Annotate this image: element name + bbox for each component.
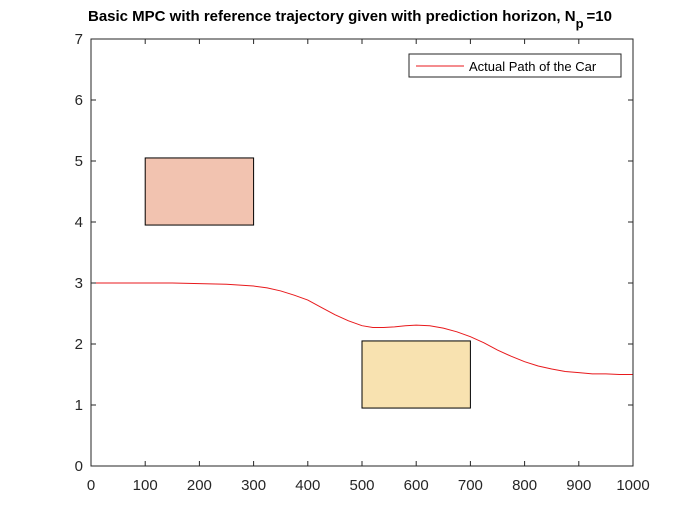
- legend-label: Actual Path of the Car: [469, 59, 597, 74]
- x-tick-label: 0: [87, 477, 95, 494]
- y-tick-label: 2: [75, 336, 83, 353]
- obstacles-layer: [144, 157, 471, 409]
- x-tick-label: 600: [404, 477, 429, 494]
- series-line-1: [91, 282, 633, 375]
- y-tick-label: 3: [75, 275, 83, 292]
- obstacle-1: [144, 157, 255, 226]
- series-layer: [91, 282, 633, 375]
- y-tick-label: 7: [75, 31, 83, 48]
- x-tick-label: 400: [295, 477, 320, 494]
- obstacle-2: [361, 340, 471, 409]
- axes-layer: 0 100 200 300 400 500 600 700 800 900 1000 0 1 2 3 4 5 6 7: [75, 31, 650, 494]
- chart-title: Basic MPC with reference trajectory give…: [88, 8, 612, 31]
- y-tick-label: 6: [75, 92, 83, 109]
- y-tick-label: 1: [75, 397, 83, 414]
- y-tick-label: 0: [75, 458, 83, 475]
- title-suffix: =10: [587, 8, 612, 25]
- legend-box: [408, 53, 622, 78]
- x-tick-label: 500: [349, 477, 374, 494]
- title-subscript: p: [576, 16, 584, 31]
- x-tick-label: 700: [458, 477, 483, 494]
- y-tick-label: 5: [75, 153, 83, 170]
- legend: Actual Path of the Car: [408, 53, 622, 78]
- x-tick-label: 900: [566, 477, 591, 494]
- y-tick-label: 4: [75, 214, 83, 231]
- x-tick-label: 300: [241, 477, 266, 494]
- x-tick-label: 100: [133, 477, 158, 494]
- x-tick-label: 800: [512, 477, 537, 494]
- title-main: Basic MPC with reference trajectory give…: [88, 8, 576, 25]
- x-tick-label: 200: [187, 477, 212, 494]
- x-tick-label: 1000: [616, 477, 649, 494]
